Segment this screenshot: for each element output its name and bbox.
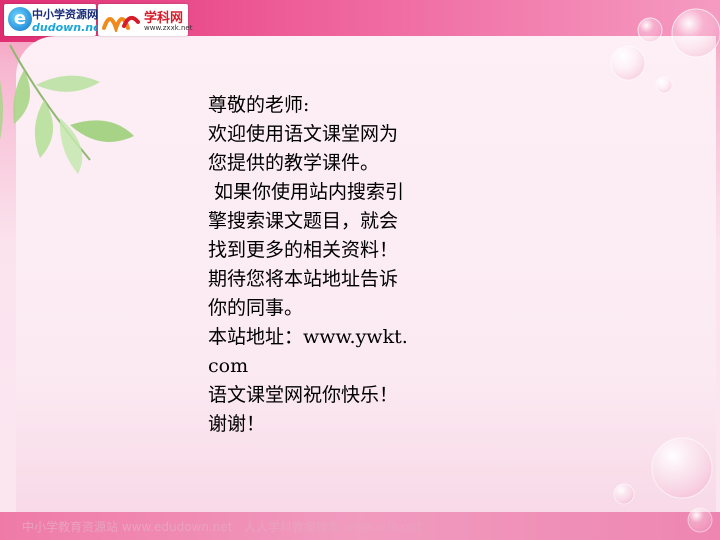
text-line: 您提供的教学课件。 [208, 149, 458, 178]
logo1-subtitle: dudown.net [32, 21, 106, 34]
leaves-icon [0, 40, 150, 200]
text-line: 你的同事。 [208, 294, 458, 323]
body-text: 尊敬的老师: 欢迎使用语文课堂网为 您提供的教学课件。 如果你使用站内搜索引 擎… [208, 91, 458, 439]
text-line: 期待您将本站地址告诉 [208, 265, 458, 294]
logo2-subtitle: www.zxxk.net [144, 24, 192, 32]
text-line: 找到更多的相关资料！ [208, 236, 458, 265]
footer-link-edudown[interactable]: 中小学教育资源站 www.edudown.net [22, 518, 232, 535]
text-line: 语文课堂网祝你快乐！ [208, 381, 458, 410]
logo1-title: 中小学资源网 [32, 6, 98, 22]
site-address-line: 本站地址：www.ywkt. [208, 323, 458, 352]
text-line: 欢迎使用语文课堂网为 [208, 120, 458, 149]
logo-edudown[interactable]: e 中小学资源网 dudown.net [4, 4, 96, 36]
text-line: 如果你使用站内搜索引 [208, 178, 458, 207]
text-line: 谢谢！ [208, 410, 458, 439]
site-address-line-cont: com [208, 352, 458, 381]
text-line: 尊敬的老师: [208, 91, 458, 120]
logo-zxxk[interactable]: 学科网 www.zxxk.net [98, 4, 188, 36]
xueke-mark-icon [102, 8, 142, 32]
footer-link-rxlk[interactable]: 人人学科教案搜索 www.rxlk.net [244, 518, 421, 535]
text-line: 擎搜索课文题目，就会 [208, 207, 458, 236]
e-globe-icon: e [8, 7, 32, 31]
